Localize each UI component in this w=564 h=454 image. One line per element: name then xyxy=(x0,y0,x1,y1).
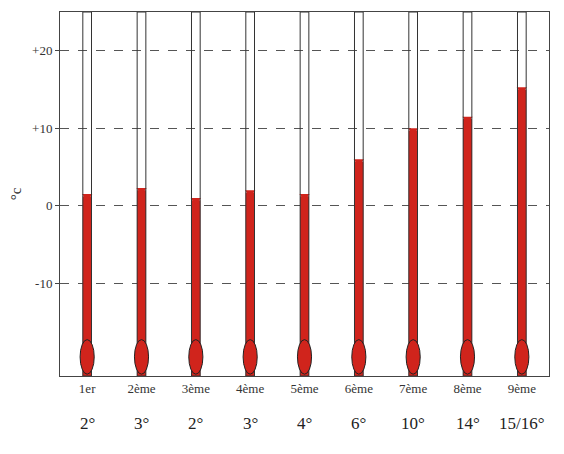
svg-text:8ème: 8ème xyxy=(453,381,481,396)
svg-text:2°: 2° xyxy=(80,414,95,433)
svg-text:-10: -10 xyxy=(35,276,52,291)
svg-text:2°: 2° xyxy=(188,414,203,433)
svg-text:3ème: 3ème xyxy=(182,381,210,396)
svg-text:6ème: 6ème xyxy=(345,381,373,396)
svg-text:+10: +10 xyxy=(32,121,52,136)
svg-text:2ème: 2ème xyxy=(127,381,155,396)
svg-text:3°: 3° xyxy=(243,414,258,433)
svg-text:4°: 4° xyxy=(297,414,312,433)
svg-text:°c: °c xyxy=(8,187,24,200)
svg-text:9ème: 9ème xyxy=(508,381,536,396)
svg-text:3°: 3° xyxy=(134,414,149,433)
svg-text:14°: 14° xyxy=(456,414,480,433)
svg-text:6°: 6° xyxy=(351,414,366,433)
svg-text:5ème: 5ème xyxy=(290,381,318,396)
svg-text:10°: 10° xyxy=(401,414,425,433)
svg-text:1er: 1er xyxy=(79,381,96,396)
svg-text:+20: +20 xyxy=(32,43,52,58)
svg-text:15/16°: 15/16° xyxy=(499,414,545,433)
svg-text:4ème: 4ème xyxy=(236,381,264,396)
svg-text:7ème: 7ème xyxy=(399,381,427,396)
svg-text:0: 0 xyxy=(46,198,53,213)
